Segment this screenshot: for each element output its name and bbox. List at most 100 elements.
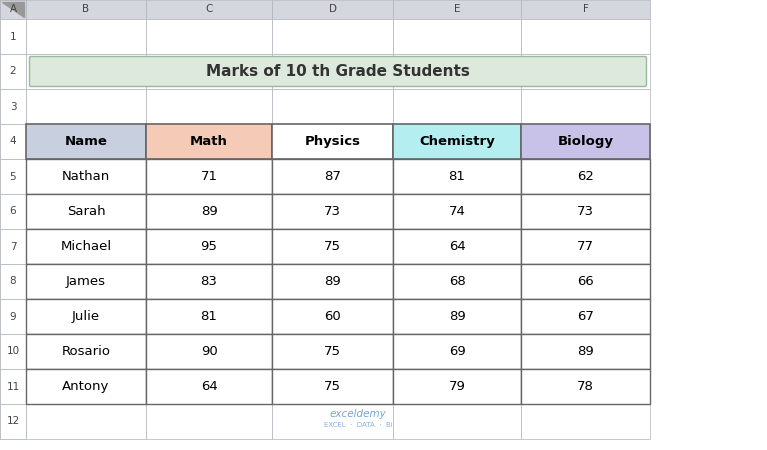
Bar xyxy=(521,369,650,404)
FancyBboxPatch shape xyxy=(29,57,647,86)
Text: Name: Name xyxy=(64,135,107,148)
Text: 7: 7 xyxy=(10,242,16,252)
Bar xyxy=(393,194,521,229)
Bar xyxy=(0,124,26,159)
Text: 64: 64 xyxy=(449,240,466,253)
Bar xyxy=(0,404,26,439)
Text: EXCEL  ·  DATA  ·  BI: EXCEL · DATA · BI xyxy=(324,422,393,428)
Text: 68: 68 xyxy=(449,275,466,288)
Text: 8: 8 xyxy=(10,276,16,287)
Bar xyxy=(146,229,272,264)
Bar xyxy=(393,264,521,299)
Bar xyxy=(26,404,146,439)
Text: 9: 9 xyxy=(10,311,16,321)
Bar xyxy=(521,299,650,334)
Bar xyxy=(146,89,272,124)
Bar xyxy=(521,404,650,439)
Bar xyxy=(393,404,521,439)
Bar xyxy=(393,229,521,264)
Bar xyxy=(393,369,521,404)
Bar xyxy=(146,194,272,229)
Text: 1: 1 xyxy=(10,32,16,41)
Bar xyxy=(393,159,521,194)
Text: F: F xyxy=(583,4,588,14)
Bar xyxy=(272,229,393,264)
Bar xyxy=(521,229,650,264)
Bar xyxy=(26,124,146,159)
Bar xyxy=(26,229,146,264)
Bar xyxy=(0,369,26,404)
Bar xyxy=(393,0,521,19)
Bar xyxy=(393,124,521,159)
Text: Math: Math xyxy=(190,135,228,148)
Text: 4: 4 xyxy=(10,136,16,147)
Bar xyxy=(521,159,650,194)
Bar xyxy=(521,0,650,19)
Bar xyxy=(146,124,272,159)
Bar xyxy=(26,194,146,229)
Bar xyxy=(26,194,146,229)
Bar xyxy=(272,159,393,194)
Bar xyxy=(0,229,26,264)
Bar xyxy=(272,54,393,89)
Bar xyxy=(521,334,650,369)
Text: 74: 74 xyxy=(449,205,466,218)
Bar xyxy=(272,369,393,404)
Bar xyxy=(26,369,146,404)
Text: 71: 71 xyxy=(200,170,218,183)
Bar xyxy=(0,194,26,229)
Text: E: E xyxy=(454,4,460,14)
Bar xyxy=(272,159,393,194)
Text: Antony: Antony xyxy=(62,380,110,393)
Bar xyxy=(521,334,650,369)
Text: 12: 12 xyxy=(6,417,20,427)
Bar xyxy=(26,124,146,159)
Bar xyxy=(272,124,393,159)
Bar xyxy=(0,369,26,404)
Bar xyxy=(0,124,26,159)
Bar xyxy=(26,299,146,334)
Bar xyxy=(393,194,521,229)
Bar xyxy=(26,264,146,299)
Text: 81: 81 xyxy=(449,170,466,183)
Bar xyxy=(521,89,650,124)
Bar xyxy=(0,264,26,299)
Text: 87: 87 xyxy=(324,170,341,183)
Bar xyxy=(272,89,393,124)
Bar xyxy=(0,194,26,229)
Bar xyxy=(146,159,272,194)
Bar xyxy=(0,229,26,264)
Text: 78: 78 xyxy=(577,380,594,393)
Bar xyxy=(272,299,393,334)
Bar xyxy=(146,159,272,194)
Text: 73: 73 xyxy=(324,205,341,218)
Text: 10: 10 xyxy=(6,346,20,356)
Text: 5: 5 xyxy=(10,171,16,181)
Text: 60: 60 xyxy=(324,310,341,323)
Text: Julie: Julie xyxy=(72,310,100,323)
Text: 3: 3 xyxy=(10,102,16,112)
Bar xyxy=(272,264,393,299)
Bar xyxy=(393,89,521,124)
Bar xyxy=(393,159,521,194)
Text: Sarah: Sarah xyxy=(67,205,105,218)
Bar xyxy=(26,0,146,19)
Bar xyxy=(146,124,272,159)
Bar xyxy=(0,89,26,124)
Bar xyxy=(272,124,393,159)
Bar xyxy=(521,124,650,159)
Bar xyxy=(272,194,393,229)
Text: C: C xyxy=(206,4,212,14)
Bar xyxy=(393,369,521,404)
Bar xyxy=(146,194,272,229)
Text: Michael: Michael xyxy=(61,240,111,253)
Text: 67: 67 xyxy=(577,310,594,323)
Text: 75: 75 xyxy=(324,345,341,358)
Text: Marks of 10 th Grade Students: Marks of 10 th Grade Students xyxy=(206,64,470,79)
Bar xyxy=(393,334,521,369)
Bar xyxy=(26,159,146,194)
Bar xyxy=(0,334,26,369)
Bar xyxy=(0,159,26,194)
Bar xyxy=(0,159,26,194)
Bar xyxy=(521,159,650,194)
